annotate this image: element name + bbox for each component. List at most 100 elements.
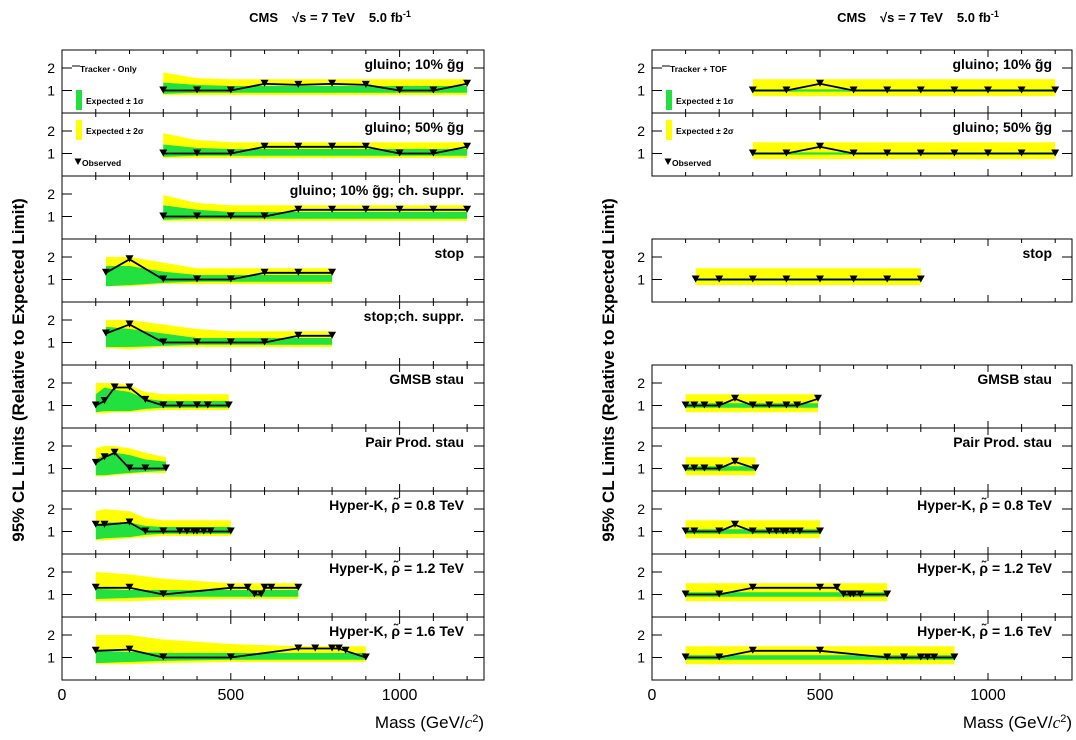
- observed-point: [795, 527, 804, 535]
- panel-3: 1 2 stop: [47, 238, 485, 303]
- legend-1sigma-swatch: [666, 90, 672, 110]
- observed-line: [163, 145, 468, 155]
- observed-point: [159, 149, 168, 157]
- x-axis-label-c: c: [465, 713, 473, 732]
- observed-point: [748, 583, 757, 591]
- observed-point: [159, 527, 168, 535]
- y-tick-label: 1: [637, 587, 645, 603]
- observed-point: [849, 86, 858, 94]
- legend-title: Tracker - Only: [80, 64, 137, 74]
- y-tick-label: 2: [47, 564, 55, 580]
- observed-point: [1051, 86, 1060, 94]
- observed-point: [916, 653, 925, 661]
- observed-point: [193, 527, 202, 535]
- legend-1sigma-swatch: [76, 90, 82, 110]
- y-tick-label: 1: [637, 83, 645, 99]
- observed-point: [294, 80, 303, 88]
- panel-frame: [651, 616, 1073, 681]
- y-tick-label: 1: [637, 650, 645, 666]
- observed-point: [883, 149, 892, 157]
- observed-point: [159, 653, 168, 661]
- y-tick-label: 2: [637, 627, 645, 643]
- observed-point: [100, 453, 109, 461]
- observed-line: [752, 145, 1056, 155]
- observed-point: [715, 653, 724, 661]
- legend-observed-marker: [74, 158, 82, 165]
- panel-label: Hyper-K, ρ̃ = 0.8 TeV: [917, 496, 1053, 513]
- observed-point: [395, 86, 404, 94]
- x-axis-label-sup: 2: [472, 713, 478, 725]
- panel-8: 1 2 Hyper-K, ρ̃ = 1.2 TeV: [637, 553, 1073, 618]
- observed-point: [715, 275, 724, 283]
- observed-point: [260, 212, 269, 220]
- x-tick-label: 500: [807, 687, 834, 704]
- observed-point: [159, 212, 168, 220]
- observed-point: [328, 205, 337, 213]
- observed-point: [691, 275, 700, 283]
- observed-point: [159, 275, 168, 283]
- x-axis-label-close: ): [478, 713, 484, 732]
- y-tick-label: 2: [47, 375, 55, 391]
- observed-point: [159, 401, 168, 409]
- observed-line: [685, 397, 819, 407]
- observed-point: [311, 644, 320, 652]
- legend-1sigma-label: Expected ± 1σ: [676, 96, 734, 106]
- observed-point: [260, 583, 269, 591]
- chart-tracker-only: CMS √s = 7 TeV 5.0 fb-1 95% CL Limits (Rela…: [9, 9, 485, 732]
- observed-point: [224, 401, 233, 409]
- observed-point: [681, 401, 690, 409]
- observed-point: [91, 520, 100, 528]
- panel-1: 1 2 gluino; 50% g̃g: [637, 112, 1073, 177]
- observed-point: [816, 79, 824, 87]
- observed-point: [690, 464, 699, 472]
- observed-point: [175, 401, 184, 409]
- observed-point: [257, 590, 266, 598]
- observed-point: [125, 383, 134, 391]
- observed-point: [782, 275, 791, 283]
- header-part: 5.0 fb: [369, 10, 403, 25]
- observed-point: [395, 205, 404, 213]
- x-axis-label-sup: 2: [1060, 713, 1066, 725]
- observed-point: [141, 527, 150, 535]
- observed-point: [429, 86, 438, 94]
- header-part: 5.0 fb: [957, 10, 991, 25]
- panel-label: stop: [434, 245, 464, 261]
- x-axis-label-close: ): [1066, 713, 1072, 732]
- x-axis-label-text: Mass (GeV/: [963, 713, 1053, 732]
- y-tick-label: 2: [47, 123, 55, 139]
- observed-point: [193, 338, 202, 346]
- expected-2sigma-band: [752, 142, 1056, 160]
- observed-point: [748, 149, 757, 157]
- expected-2sigma-band: [752, 79, 1056, 97]
- legend-1sigma-label: Expected ± 1σ: [86, 96, 144, 106]
- observed-line: [105, 258, 333, 281]
- observed-point: [226, 149, 235, 157]
- panel-7: 1 2 Hyper-K, ρ̃ = 0.8 TeV: [637, 490, 1073, 555]
- observed-point: [429, 205, 438, 213]
- panel-0: 1 2 gluino; 10% g̃g: [637, 49, 1073, 114]
- panel-label: gluino; 10% g̃g; ch. suppr.: [290, 182, 464, 198]
- observed-point: [816, 527, 824, 535]
- panel-label: Pair Prod. stau: [365, 434, 464, 450]
- observed-point: [328, 142, 337, 150]
- observed-point: [206, 527, 215, 535]
- observed-line: [95, 647, 367, 659]
- panel-0: 1 2 gluino; 10% g̃g: [47, 49, 485, 114]
- observed-point: [100, 520, 109, 528]
- observed-point: [294, 331, 303, 339]
- observed-point: [267, 583, 276, 591]
- observed-point: [159, 338, 168, 346]
- panel-2: 1 2 gluino; 10% g̃g; ch. suppr.: [47, 175, 485, 240]
- observed-point: [813, 394, 822, 402]
- observed-point: [730, 457, 739, 465]
- observed-point: [226, 212, 235, 220]
- observed-line: [685, 649, 955, 659]
- y-tick-label: 1: [637, 146, 645, 162]
- observed-point: [883, 590, 892, 598]
- observed-point: [226, 527, 235, 535]
- observed-point: [816, 583, 824, 591]
- x-tick-label: 500: [217, 687, 244, 704]
- legend-observed-label: Observed: [82, 158, 121, 168]
- observed-point: [361, 205, 370, 213]
- x-tick-label: 0: [648, 687, 657, 704]
